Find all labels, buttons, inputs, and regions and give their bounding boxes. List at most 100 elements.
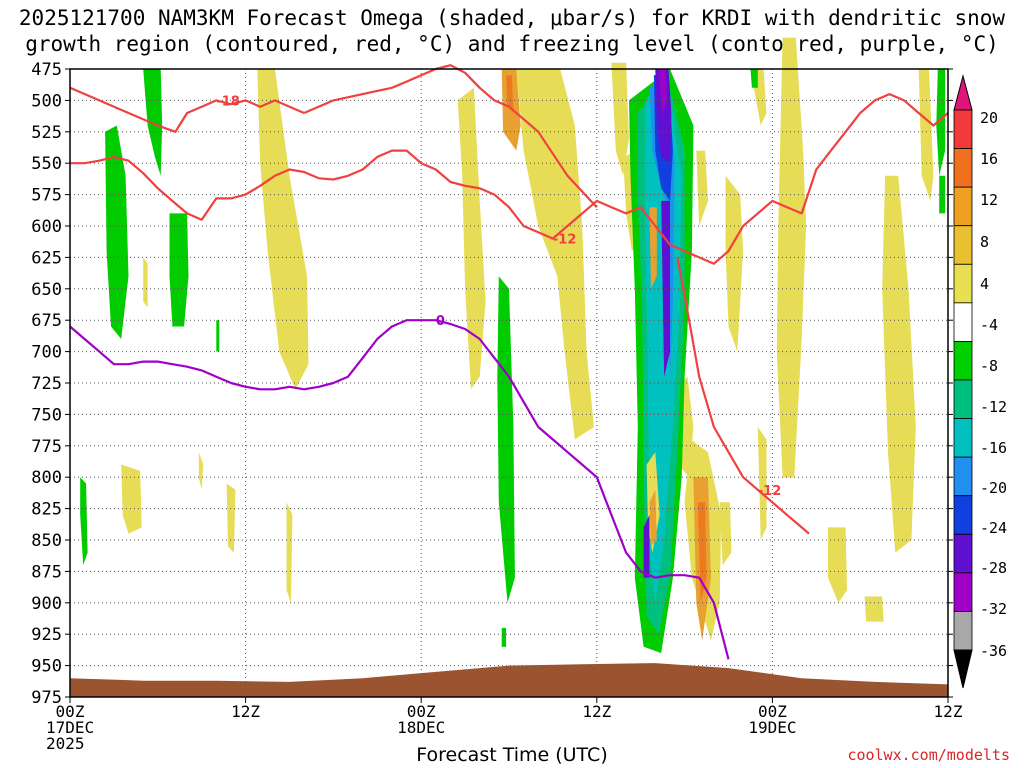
omega-yellow-19dec (776, 37, 807, 478)
chart-title-line-2: growth region (contoured, red, °C) and f… (25, 32, 999, 56)
omega-mid-orange (649, 207, 657, 289)
y-tick-label-19: 950 (31, 657, 62, 677)
omega-yellow-dot3 (286, 502, 293, 603)
colorbar-segment-7 (953, 379, 973, 419)
colorbar-segment-8 (953, 418, 973, 458)
omega-yellow-r2 (864, 596, 884, 622)
colorbar-segment-2 (953, 186, 973, 227)
colorbar-segment-4 (953, 263, 973, 304)
colorbar-segment-11 (953, 533, 973, 574)
omega-green-dot (501, 627, 507, 647)
x-tick-label-0-1: 17DEC (46, 718, 94, 737)
x-tick-label-0-2: 2025 (46, 734, 85, 753)
omega-low-orange (649, 489, 657, 547)
colorbar-segment-1 (953, 148, 973, 188)
omega-late-orange-core (697, 502, 707, 603)
series-label-0: 0 (436, 314, 445, 329)
omega-yellow-r3 (757, 427, 767, 540)
omega-green-tiny (216, 320, 220, 352)
x-tick-label-2-1: 18DEC (397, 718, 445, 737)
omega-green-mid (169, 213, 189, 327)
colorbar-top-arrow (953, 74, 973, 111)
watermark: coolwx.com/modelts (847, 746, 1010, 764)
y-tick-label-20: 975 (31, 688, 62, 708)
colorbar-label-7: -12 (980, 398, 1007, 416)
y-tick-label-18: 925 (31, 625, 62, 645)
omega-core-layer-5 (655, 69, 672, 164)
omega-yellow-late2 (719, 502, 732, 566)
colorbar-label-3: 8 (980, 233, 989, 251)
colorbar-label-9: -20 (980, 479, 1007, 497)
y-tick-label-11: 750 (31, 405, 62, 425)
omega-yellow-mid (457, 87, 486, 390)
y-tick-label-8: 675 (31, 311, 62, 331)
series-line--18-upper (303, 64, 598, 208)
omega-orange-top-core (506, 75, 514, 113)
colorbar-segment-9 (953, 456, 973, 497)
omega-yellow-c2 (696, 150, 708, 226)
y-tick-label-1: 500 (31, 91, 62, 111)
colorbar-segment-13 (953, 611, 973, 651)
x-tick-label-0-0: 00Z (56, 702, 85, 721)
omega-core-layer-6 (658, 69, 667, 113)
y-tick-label-13: 800 (31, 468, 62, 488)
y-tick-label-10: 725 (31, 374, 62, 394)
omega-green-late (497, 276, 515, 603)
series-line--12-right (676, 257, 810, 535)
x-tick-label-4-1: 19DEC (748, 718, 796, 737)
omega-mid-purple (661, 200, 670, 377)
colorbar-label-2: 12 (980, 191, 998, 209)
x-tick-label-1-0: 12Z (231, 702, 260, 721)
x-tick-label-4-0: 00Z (758, 702, 787, 721)
colorbar-segment-6 (953, 341, 973, 381)
colorbar-label-4: 4 (980, 275, 989, 293)
colorbar-segment-3 (953, 225, 973, 265)
omega-yellow-blob (121, 464, 142, 534)
colorbar-segment-5 (953, 302, 973, 342)
colorbar-segment-0 (953, 109, 973, 149)
y-tick-label-16: 875 (31, 562, 62, 582)
y-tick-label-2: 525 (31, 123, 62, 143)
omega-yellow-broad (516, 69, 594, 440)
series-label--12: -12 (553, 233, 577, 248)
colorbar-label-5: -4 (980, 316, 998, 334)
omega-yellow-dot2 (226, 483, 236, 553)
colorbar-label-10: -24 (980, 519, 1007, 537)
omega-green-r1 (750, 69, 758, 88)
y-tick-label-15: 850 (31, 531, 62, 551)
x-tick-label-2-0: 00Z (407, 702, 436, 721)
series-label--18: -18 (216, 94, 240, 109)
colorbar-segment-10 (953, 495, 973, 535)
colorbar-label-8: -16 (980, 439, 1007, 457)
colorbar-label-0: 20 (980, 109, 998, 127)
y-tick-label-17: 900 (31, 594, 62, 614)
y-tick-label-4: 575 (31, 186, 62, 206)
series-line--12 (70, 93, 949, 265)
series-label--12-right: -12 (758, 484, 782, 499)
omega-yellow-12z (257, 69, 309, 390)
colorbar-label-12: -32 (980, 600, 1007, 618)
omega-green-low (80, 477, 88, 566)
y-tick-label-6: 625 (31, 248, 62, 268)
colorbar-segment-12 (953, 572, 973, 612)
y-tick-label-5: 600 (31, 217, 62, 237)
y-tick-label-7: 650 (31, 280, 62, 300)
series-line--18 (69, 86, 305, 133)
y-tick-label-9: 700 (31, 343, 62, 363)
omega-green-early (105, 125, 129, 339)
y-tick-label-3: 550 (31, 154, 62, 174)
x-axis-label: Forecast Time (UTC) (416, 744, 608, 766)
colorbar-label-13: -36 (980, 642, 1007, 660)
colorbar-label-1: 16 (980, 150, 998, 168)
omega-yellow-right (882, 175, 916, 553)
omega-green-edge (936, 69, 946, 176)
omega-low-purple (643, 514, 650, 578)
y-tick-label-0: 475 (31, 60, 62, 80)
omega-yellow-c4 (725, 175, 744, 352)
omega-yellow-dot4 (143, 257, 148, 308)
x-tick-label-3-0: 12Z (582, 702, 611, 721)
omega-yellow-r1 (828, 527, 847, 603)
y-tick-label-14: 825 (31, 500, 62, 520)
y-tick-label-12: 775 (31, 437, 62, 457)
